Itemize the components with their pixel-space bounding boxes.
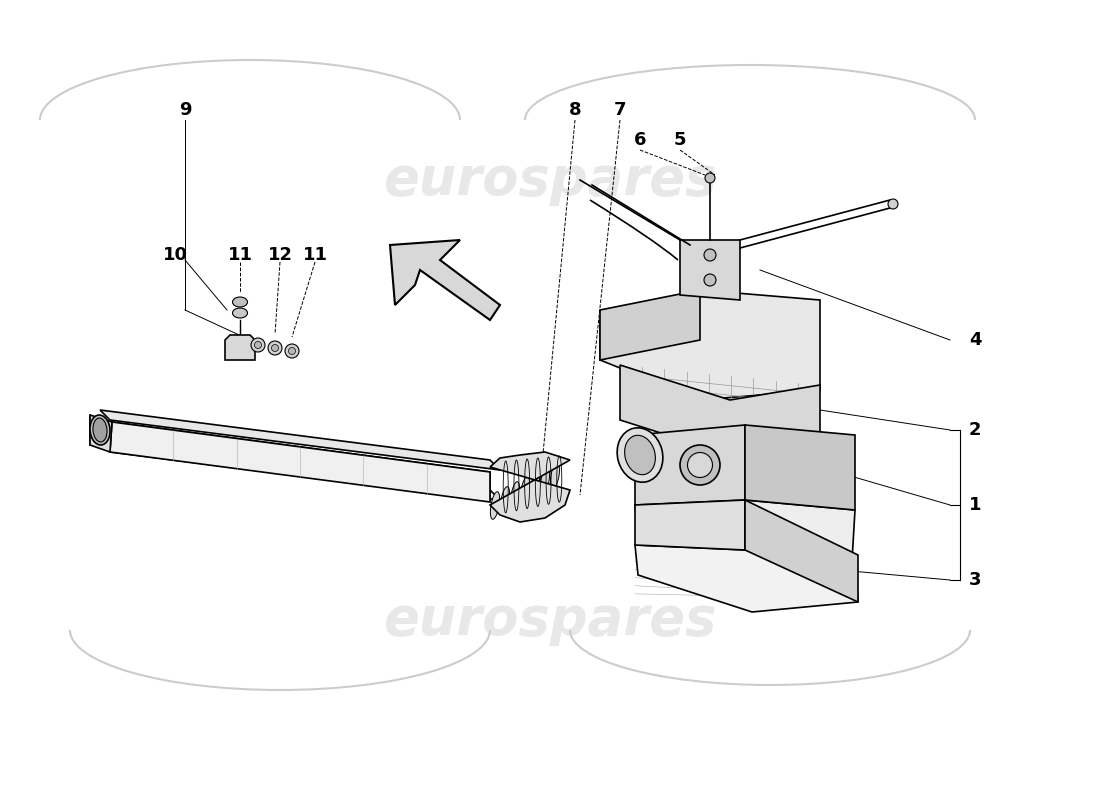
Text: 11: 11 bbox=[302, 246, 328, 264]
Ellipse shape bbox=[705, 173, 715, 183]
Text: 10: 10 bbox=[163, 246, 187, 264]
Ellipse shape bbox=[491, 492, 499, 519]
Ellipse shape bbox=[625, 435, 656, 474]
Ellipse shape bbox=[272, 345, 278, 351]
Polygon shape bbox=[680, 240, 740, 300]
Text: eurospares: eurospares bbox=[383, 594, 717, 646]
Text: eurospares: eurospares bbox=[383, 154, 717, 206]
Polygon shape bbox=[635, 500, 855, 605]
Text: 12: 12 bbox=[267, 246, 293, 264]
Polygon shape bbox=[620, 365, 820, 455]
Text: 6: 6 bbox=[634, 131, 647, 149]
Polygon shape bbox=[745, 425, 855, 510]
Ellipse shape bbox=[232, 308, 248, 318]
Polygon shape bbox=[100, 440, 500, 500]
Ellipse shape bbox=[500, 486, 509, 514]
Text: 1: 1 bbox=[969, 496, 981, 514]
Polygon shape bbox=[635, 425, 745, 505]
Ellipse shape bbox=[888, 199, 898, 209]
Text: 5: 5 bbox=[673, 131, 686, 149]
Ellipse shape bbox=[268, 341, 282, 355]
Text: 11: 11 bbox=[228, 246, 253, 264]
Polygon shape bbox=[110, 422, 489, 502]
Ellipse shape bbox=[540, 466, 550, 494]
Polygon shape bbox=[226, 335, 255, 360]
Text: 8: 8 bbox=[569, 101, 581, 119]
Ellipse shape bbox=[232, 297, 248, 307]
Ellipse shape bbox=[520, 477, 529, 504]
Ellipse shape bbox=[285, 344, 299, 358]
Ellipse shape bbox=[704, 249, 716, 261]
Polygon shape bbox=[635, 500, 745, 550]
Polygon shape bbox=[90, 415, 112, 452]
Polygon shape bbox=[745, 500, 858, 602]
Text: 4: 4 bbox=[969, 331, 981, 349]
Ellipse shape bbox=[254, 342, 262, 349]
Ellipse shape bbox=[680, 445, 720, 485]
Ellipse shape bbox=[90, 415, 110, 445]
Ellipse shape bbox=[704, 274, 716, 286]
Ellipse shape bbox=[510, 482, 519, 510]
Ellipse shape bbox=[688, 453, 713, 478]
Text: 7: 7 bbox=[614, 101, 626, 119]
Polygon shape bbox=[390, 240, 501, 320]
Ellipse shape bbox=[251, 338, 265, 352]
Text: 2: 2 bbox=[969, 421, 981, 439]
Polygon shape bbox=[100, 410, 500, 470]
Ellipse shape bbox=[92, 418, 107, 442]
Polygon shape bbox=[600, 290, 820, 400]
Polygon shape bbox=[490, 452, 570, 522]
Ellipse shape bbox=[288, 347, 296, 354]
Text: 9: 9 bbox=[178, 101, 191, 119]
Text: 3: 3 bbox=[969, 571, 981, 589]
Ellipse shape bbox=[550, 462, 560, 490]
Ellipse shape bbox=[617, 428, 663, 482]
Polygon shape bbox=[600, 290, 700, 360]
Ellipse shape bbox=[530, 472, 540, 499]
Polygon shape bbox=[635, 545, 858, 612]
